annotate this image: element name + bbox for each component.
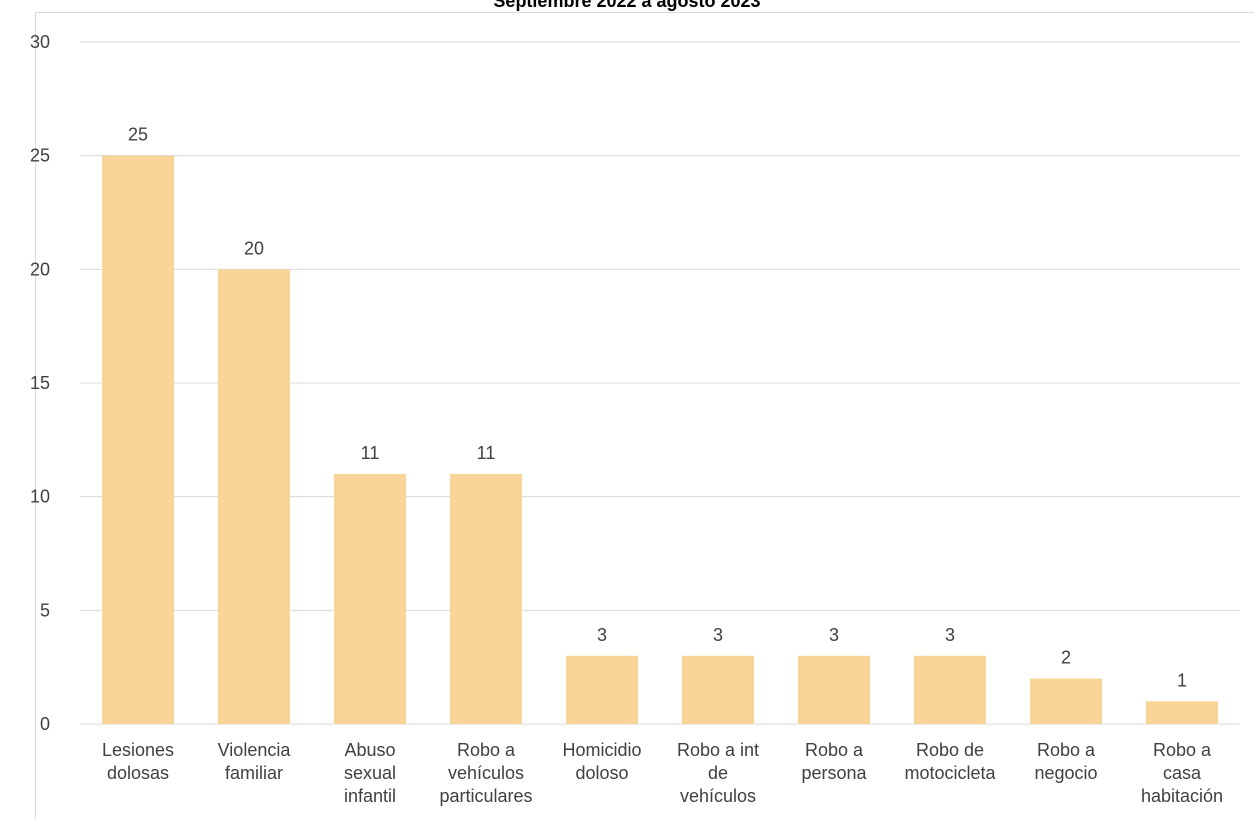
y-tick-label: 0 [40, 714, 50, 734]
x-tick-label: Violencia familiar [218, 740, 292, 783]
x-tick-label: Robo a persona [801, 740, 867, 783]
data-label: 2 [1061, 648, 1071, 668]
data-label: 25 [128, 125, 148, 145]
data-label: 11 [361, 443, 380, 463]
bar [1146, 701, 1218, 724]
bar [1030, 679, 1102, 724]
x-axis: Lesiones dolosas Violencia familiar Abuso sex… [102, 740, 1223, 806]
data-label: 3 [829, 625, 839, 645]
bar [102, 156, 174, 724]
data-label: 3 [597, 625, 607, 645]
y-tick-label: 10 [30, 487, 50, 507]
data-label: 1 [1177, 670, 1187, 690]
x-tick-label: Robo a negocio [1034, 740, 1097, 783]
x-tick-label: Robo de motocicleta [904, 740, 996, 783]
bar [566, 656, 638, 724]
y-tick-label: 25 [30, 146, 50, 166]
x-tick-label: Abuso sexual infantil [344, 740, 396, 806]
x-tick-label: Lesiones dolosas [102, 740, 174, 783]
data-label: 3 [713, 625, 723, 645]
y-tick-label: 5 [40, 600, 50, 620]
y-tick-label: 30 [30, 32, 50, 52]
bar [914, 656, 986, 724]
bar [798, 656, 870, 724]
bar [334, 474, 406, 724]
y-tick-label: 15 [30, 373, 50, 393]
y-axis: 0 5 10 15 20 25 30 [30, 32, 50, 734]
bars [102, 156, 1218, 724]
x-tick-label: Robo a vehículos particulares [439, 740, 532, 806]
bar [450, 474, 522, 724]
data-label: 20 [244, 238, 264, 258]
bar [218, 269, 290, 724]
x-tick-label: Robo a casa habitación [1141, 740, 1223, 806]
bar [682, 656, 754, 724]
data-label: 3 [945, 625, 955, 645]
data-label: 11 [477, 443, 496, 463]
x-tick-label: Homicidio doloso [562, 740, 641, 783]
x-tick-label: Robo a int de vehículos [677, 740, 759, 806]
y-tick-label: 20 [30, 259, 50, 279]
